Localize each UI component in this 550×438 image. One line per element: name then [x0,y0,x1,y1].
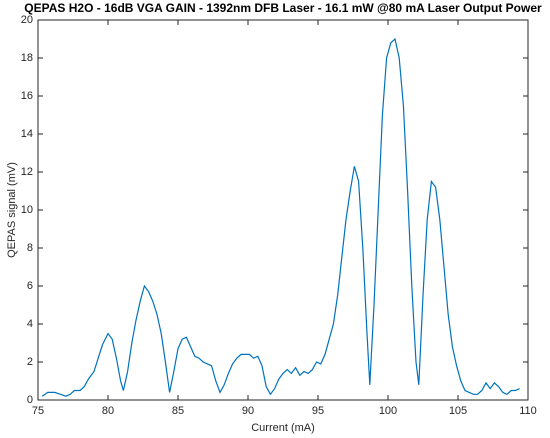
y-tick-label: 12 [21,166,33,178]
y-tick-label: 10 [21,204,33,216]
y-tick-label: 2 [27,356,33,368]
y-tick-label: 0 [27,394,33,406]
y-tick-label: 6 [27,280,33,292]
x-axis-label: Current (mA) [251,422,315,434]
y-tick-label: 20 [21,14,33,26]
x-tick-label: 95 [312,405,324,417]
x-tick-label: 75 [32,405,44,417]
x-tick-label: 100 [379,405,397,417]
y-tick-label: 14 [21,128,33,140]
x-tick-label: 90 [242,405,254,417]
x-tick-label: 80 [102,405,114,417]
x-tick-label: 110 [519,405,537,417]
y-tick-label: 4 [27,318,33,330]
x-tick-label: 85 [172,405,184,417]
y-axis-label: QEPAS signal (mV) [6,162,18,258]
x-tick-label: 105 [449,405,467,417]
y-tick-label: 18 [21,52,33,64]
y-tick-label: 16 [21,90,33,102]
y-tick-label: 8 [27,242,33,254]
chart-title: QEPAS H2O - 16dB VGA GAIN - 1392nm DFB L… [24,1,542,15]
data-line [41,37,520,397]
